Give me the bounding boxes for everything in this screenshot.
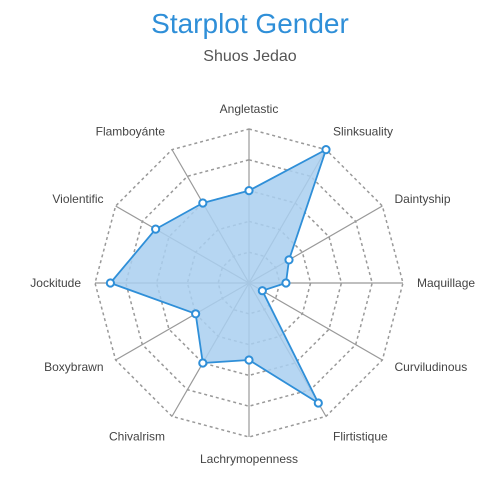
data-point-8 bbox=[191, 309, 201, 319]
data-point-10 bbox=[151, 224, 161, 234]
axis-label-flamboyánte: Flamboyánte bbox=[96, 125, 166, 139]
axis-label-angletastic: Angletastic bbox=[220, 102, 279, 116]
data-point-11 bbox=[198, 198, 208, 208]
chart-title: Starplot Gender bbox=[151, 8, 349, 39]
axis-label-maquillage: Maquillage bbox=[417, 276, 475, 290]
data-point-9 bbox=[105, 278, 116, 288]
chart-subtitle: Shuos Jedao bbox=[203, 48, 297, 65]
data-point-0 bbox=[244, 186, 254, 196]
axis-label-jockitude: Jockitude bbox=[30, 276, 81, 290]
axis-label-chivalrism: Chivalrism bbox=[109, 429, 165, 443]
data-point-3 bbox=[281, 278, 291, 288]
data-point-4 bbox=[257, 286, 267, 296]
data-point-6 bbox=[244, 355, 254, 365]
data-point-1 bbox=[321, 145, 331, 155]
axis-label-lachrymopenness: Lachrymopenness bbox=[200, 452, 298, 466]
axis-label-flirtistique: Flirtistique bbox=[333, 429, 388, 443]
axis-label-boxybrawn: Boxybrawn bbox=[44, 360, 103, 374]
axis-label-violentific: Violentific bbox=[52, 192, 103, 206]
axis-label-daintyship: Daintyship bbox=[394, 192, 450, 206]
data-point-5 bbox=[313, 398, 323, 408]
data-point-7 bbox=[198, 358, 208, 368]
series-area bbox=[109, 148, 327, 404]
radar-series bbox=[105, 145, 331, 408]
data-point-2 bbox=[284, 255, 294, 265]
axis-label-curviludinous: Curviludinous bbox=[394, 360, 467, 374]
radar-axis-labels: Angletastic Slinksuality Daintyship Maquill… bbox=[30, 102, 475, 466]
spoke-4 bbox=[248, 282, 383, 361]
axis-label-slinksuality: Slinksuality bbox=[333, 125, 393, 139]
